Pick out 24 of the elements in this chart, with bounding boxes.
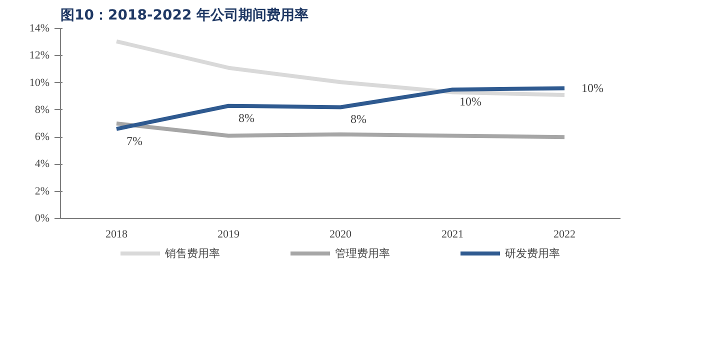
data-label: 10%: [582, 81, 604, 96]
y-tick-label: 4%: [34, 158, 50, 170]
chart-title: 图10：2018-2022 年公司期间费用率: [60, 6, 309, 24]
line-series: [114, 39, 566, 97]
y-tick-label: 8%: [34, 104, 50, 116]
data-label: 8%: [350, 112, 366, 126]
y-tick-label: 6%: [34, 131, 50, 144]
data-label: 10%: [460, 94, 482, 109]
y-tick-label: 14%: [29, 22, 50, 34]
x-tick-label: 2018: [106, 228, 128, 240]
y-tick-label: 0%: [34, 212, 50, 224]
x-tick-label: 2019: [218, 228, 240, 240]
data-label: 7%: [126, 134, 142, 148]
y-tick-label: 10%: [29, 76, 50, 89]
legend-label: 研发费用率: [505, 246, 560, 260]
x-tick-label: 2020: [330, 228, 352, 240]
legend-label: 销售费用率: [165, 246, 220, 260]
y-tick-label: 12%: [29, 50, 50, 62]
line-series: [114, 86, 566, 131]
y-tick-label: 2%: [34, 185, 50, 198]
data-label: 8%: [238, 110, 254, 125]
legend-label: 管理费用率: [335, 246, 390, 260]
x-tick-label: 2021: [442, 228, 464, 240]
x-tick-label: 2022: [554, 228, 576, 240]
